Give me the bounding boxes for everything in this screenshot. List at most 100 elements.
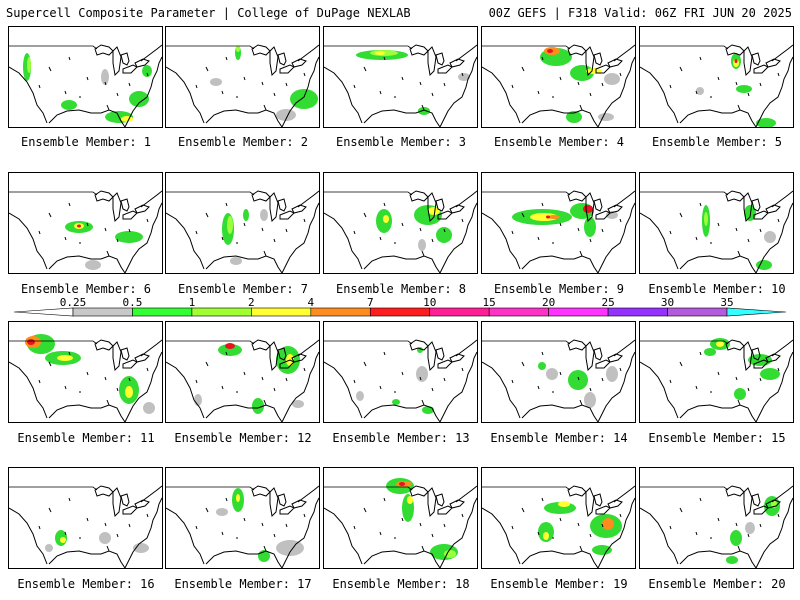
state-border-fragment <box>383 351 386 356</box>
colorbar-segment <box>429 307 490 317</box>
state-border-fragment <box>146 218 149 223</box>
scp-contour <box>428 207 440 215</box>
scp-contour <box>85 260 101 270</box>
coastline <box>279 64 295 74</box>
coastline <box>597 202 635 273</box>
scp-contour <box>546 215 550 219</box>
state-border-fragment <box>699 202 702 207</box>
state-border-fragment <box>285 228 288 233</box>
state-border-fragment <box>116 92 119 97</box>
scp-contour <box>598 113 614 121</box>
state-border-fragment <box>461 72 464 77</box>
map-canvas <box>9 322 162 422</box>
coastline <box>737 250 741 257</box>
coastline <box>48 255 126 273</box>
state-border-fragment <box>205 507 209 513</box>
map-canvas <box>640 27 793 127</box>
scp-contour <box>356 391 364 401</box>
coastline <box>269 487 279 518</box>
state-border-fragment <box>559 517 562 522</box>
land-area <box>640 27 793 127</box>
coastline <box>439 497 477 568</box>
coastline <box>455 190 477 208</box>
state-border-fragment <box>285 377 288 382</box>
coastline <box>409 339 429 351</box>
state-border-fragment <box>747 387 750 392</box>
land-area <box>9 27 162 127</box>
state-border-fragment <box>735 376 738 381</box>
coastline <box>613 485 635 503</box>
scp-contour <box>760 368 780 380</box>
state-border-fragment <box>511 525 514 530</box>
scp-contour <box>583 205 593 213</box>
scp-contour <box>436 227 452 243</box>
coastline <box>324 507 363 565</box>
land-area <box>640 173 793 273</box>
scp-contour <box>252 398 264 414</box>
coastline <box>427 46 437 77</box>
member-label: Ensemble Member: 5 <box>651 135 783 149</box>
state-border-fragment <box>195 525 198 530</box>
state-border-fragment <box>619 218 622 223</box>
scp-contour <box>142 65 152 77</box>
coastline <box>122 64 138 74</box>
state-border-fragment <box>589 533 592 538</box>
coastline <box>765 499 781 509</box>
coastline <box>640 507 679 565</box>
scp-contour <box>210 78 222 86</box>
member-label: Ensemble Member: 1 <box>20 135 152 149</box>
coastline <box>597 56 635 127</box>
coastline <box>124 202 162 273</box>
scp-contour <box>592 545 612 555</box>
state-border-fragment <box>273 238 276 243</box>
coastline <box>112 487 122 518</box>
map-canvas <box>9 468 162 568</box>
state-border-fragment <box>541 202 544 207</box>
coastline <box>593 52 603 66</box>
coastline <box>324 212 363 270</box>
coastline <box>205 550 283 568</box>
coastline <box>134 499 150 509</box>
coastline <box>437 64 453 74</box>
coastline <box>297 190 319 208</box>
scp-contour <box>129 91 149 107</box>
state-border-fragment <box>363 507 367 513</box>
coastline <box>124 497 162 568</box>
state-border-fragment <box>679 212 683 218</box>
state-border-fragment <box>48 212 52 218</box>
state-border-fragment <box>383 56 386 61</box>
scp-contour <box>375 51 385 55</box>
member-label: Ensemble Member: 4 <box>493 135 625 149</box>
scp-contour <box>236 46 240 52</box>
coastline <box>134 353 150 363</box>
scp-contour <box>225 343 235 349</box>
state-border-fragment <box>116 387 119 392</box>
colorbar-high-arrow <box>726 307 787 317</box>
coastline <box>439 202 477 273</box>
state-border-fragment <box>225 56 228 61</box>
map-canvas <box>482 173 635 273</box>
member-label: Ensemble Member: 19 <box>490 577 628 591</box>
scp-contour <box>101 69 109 85</box>
state-border-fragment <box>419 376 422 381</box>
coastline <box>449 499 465 509</box>
state-border-fragment <box>379 531 382 536</box>
colorbar-tick-label: 25 <box>601 296 614 309</box>
coastline <box>277 347 287 361</box>
member-label: Ensemble Member: 18 <box>332 577 470 591</box>
coastline <box>613 339 635 357</box>
state-border-fragment <box>601 377 604 382</box>
coastline <box>120 198 130 212</box>
scp-contour <box>399 482 405 486</box>
scp-contour <box>121 116 133 122</box>
coastline <box>363 255 441 273</box>
coastline <box>134 58 150 68</box>
ensemble-member-map <box>639 321 794 423</box>
state-border-fragment <box>68 351 71 356</box>
state-border-fragment <box>303 367 306 372</box>
coastline <box>297 485 319 503</box>
state-border-fragment <box>205 361 209 367</box>
state-border-fragment <box>363 212 367 218</box>
coastline <box>753 505 769 515</box>
ensemble-member-map <box>165 26 320 128</box>
